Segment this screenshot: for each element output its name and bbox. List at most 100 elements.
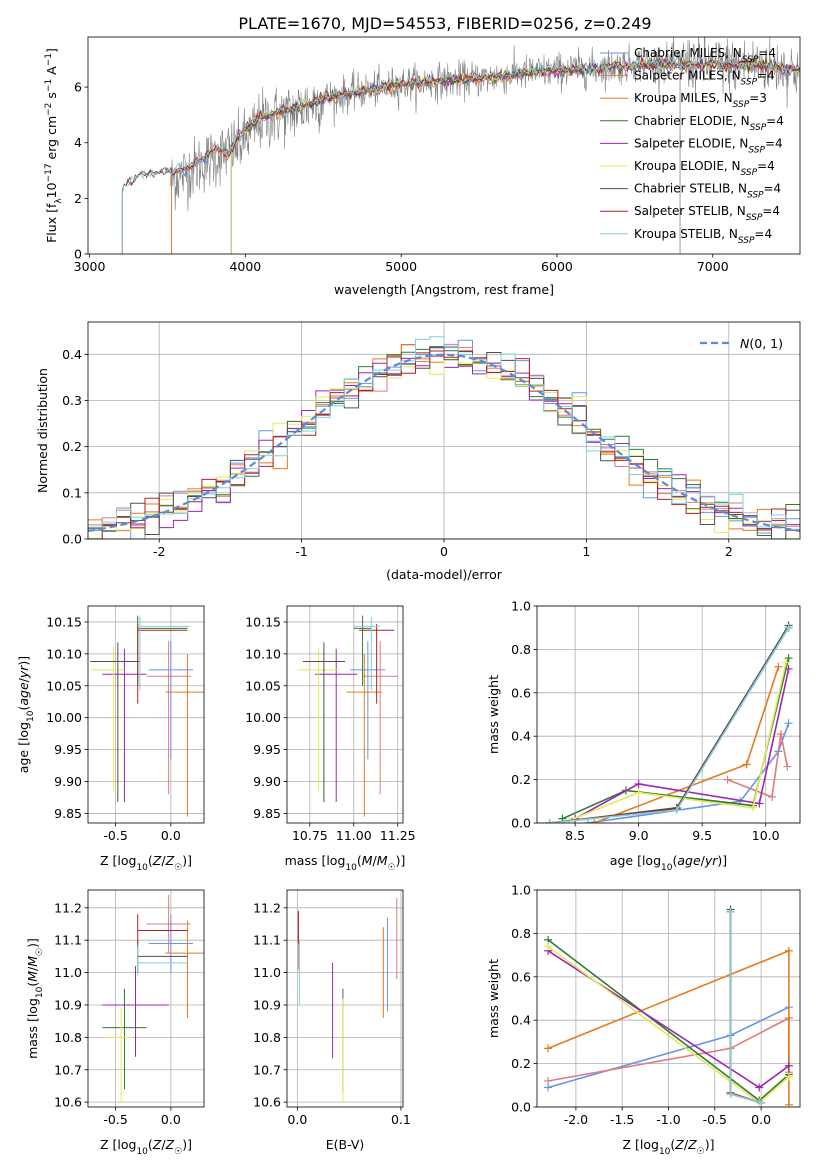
y-tick-label: 11.1 [253,933,281,948]
label-part: erg cm [44,116,59,164]
label-part: 10 [26,710,36,722]
mass-weight-marker [590,819,599,823]
label-part: SSP [741,168,758,178]
axes-residuals [88,322,800,540]
label-part: / [684,1137,689,1152]
label-part: Z [log [622,1137,658,1152]
mass-weight-marker [583,819,592,823]
y-tick-label: 10.15 [46,614,82,629]
y-tick-label: 9.85 [253,806,281,821]
y-tick-label: 1.0 [511,883,531,898]
axes-frame [286,605,404,824]
label-part: Kroupa ELODIE, N [634,159,741,173]
label-part: SSP [747,191,764,201]
label-part: Chabrier STELIB, N [634,182,747,196]
y-tick-label: 10.00 [46,710,82,725]
label-part: / [161,853,166,868]
x-tick-label: 0.0 [287,1112,307,1127]
axes-spectrum [121,37,800,254]
mass-weight-marker [755,799,764,808]
mass-weight-marker [784,664,793,673]
y-tick-label: 11.2 [54,900,82,915]
x-axis-label: (data-model)/error [386,567,503,582]
y-tick-label: 10.00 [245,710,281,725]
mass-weight-line [587,722,790,823]
y-tick-label: 0.6 [511,969,531,984]
mass-weight-marker [544,1076,553,1085]
residual-histogram-step [88,350,800,539]
label-part: )] [182,853,192,868]
label-part: ( [148,1137,153,1152]
legend-entry: N(0, 1) [740,336,783,351]
label-part: / [373,853,378,868]
residual-histogram-step [88,356,800,539]
mass-weight-marker [755,1083,764,1092]
plot-area-spectrum [121,37,800,254]
x-tick-label: 3000 [74,259,106,274]
label-part: Z [log [100,1137,136,1152]
model-spectrum-line [230,57,800,254]
y-tick-label: 10.10 [245,646,281,661]
y-tick-label: 10.9 [253,997,281,1012]
mass-weight-marker [545,819,554,823]
legend-entry: Salpeter STELIB, NSSP=4 [634,204,780,223]
label-part: ( [25,982,40,987]
x-axis-label: age [log10(age/yr)] [610,853,727,873]
x-tick-label: 6000 [541,259,573,274]
mass-weight-marker [757,1098,766,1107]
label-part: =4 [764,182,782,196]
y-tick-label: 10.6 [253,1095,281,1110]
y-tick-label: 0.6 [511,685,531,700]
label-part: A [44,66,59,79]
y-tick-label: 11.1 [54,933,82,948]
y-axis-label: mass weight [486,675,501,754]
label-part: Z [165,853,175,868]
mass-weight-marker [784,1100,793,1107]
y-tick-label: 9.95 [54,742,82,757]
label-part: / [25,966,40,971]
axes-age_vs_mass [287,606,403,823]
mass-weight-marker [726,907,735,916]
label-part: mass [log [285,853,346,868]
x-tick-label: -1.0 [656,1112,680,1127]
axes-weight_vs_age [537,605,800,824]
y-tick-label: 0.0 [511,816,531,831]
mass-weight-marker [768,792,777,801]
axes-mass_vs_Z [88,890,204,1107]
y-axis-label: mass weight [486,959,501,1038]
y-tick-label: 0.4 [511,1013,531,1028]
y-tick-label: 11.0 [253,965,281,980]
label-part: ( [16,706,31,711]
y-tick-label: 10.05 [245,678,281,693]
x-tick-label: 0.0 [161,1112,181,1127]
x-axis-label: E(B-V) [326,1137,365,1152]
mass-weight-line [568,662,787,822]
x-axis-label: Z [log10(Z/Z☉)] [100,853,192,873]
x-tick-label: 11.00 [336,828,372,843]
label-part: 10 [136,1147,148,1157]
label-part: SSP [742,55,759,65]
model-spectrum-line [170,58,800,254]
label-part: =4 [766,114,784,128]
mass-weight-marker [726,1089,735,1098]
label-part: / [701,853,706,868]
label-part: Kroupa MILES, N [634,91,733,105]
x-tick-label: -2.0 [564,1112,588,1127]
gaussian-reference-curve [88,353,800,532]
label-part: SSP [738,236,755,246]
y-tick-label: 0.2 [62,439,82,454]
y-tick-label: 6 [74,80,82,95]
x-tick-label: 1 [582,544,590,559]
label-part: )] [396,853,406,868]
label-part: =3 [749,91,767,105]
label-part: ☉ [697,1147,705,1157]
observed-spectrum-line [170,37,800,212]
y-tick-label: 4 [74,135,82,150]
y-tick-label: 2 [74,191,82,206]
axes-frame [87,36,801,255]
x-tick-label: 4000 [229,259,261,274]
y-tick-label: 11.0 [54,965,82,980]
mass-weight-marker [782,658,791,667]
x-tick-label: 7000 [697,259,729,274]
